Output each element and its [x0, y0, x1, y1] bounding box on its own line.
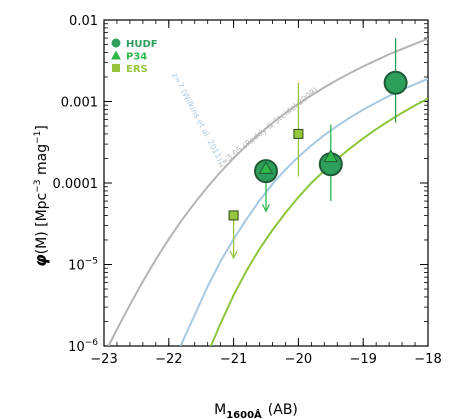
y-tick-label-exponent: −5 — [85, 257, 98, 267]
x-tick-label: −21 — [220, 352, 247, 367]
x-axis-title-units: (AB) — [268, 402, 298, 418]
x-axis-title-main: M — [214, 402, 226, 418]
axis-ticks: −23 −22 −21 −20 −19 −180.010.0010.000110−510−… — [53, 14, 442, 367]
p34-point — [323, 149, 339, 163]
y-tick-label-base: 10 — [68, 259, 85, 274]
y-tick-label: 0.01 — [69, 14, 98, 29]
ers-point — [293, 128, 304, 139]
upper-limit-arrow — [229, 250, 238, 260]
p34-point — [258, 161, 274, 175]
x-axis-title-subscript: 1600Å — [226, 408, 262, 419]
model-curve-1 — [179, 77, 428, 346]
legend-label: HUDF — [126, 39, 158, 50]
y-axis-title-close: ] — [34, 125, 50, 130]
x-tick-label: −23 — [90, 352, 117, 367]
upper-limit-arrow — [261, 203, 271, 213]
x-tick-label: −19 — [349, 352, 376, 367]
y-axis-title-sup2: −1 — [33, 131, 43, 144]
x-tick-label: −22 — [155, 352, 182, 367]
y-tick-label-base: 10 — [68, 340, 85, 355]
curve-label-wilkins: z≈7 (Wilkins et al. 2011) — [170, 72, 224, 163]
x-tick-label: −18 — [414, 352, 441, 367]
legend-label: ERS — [126, 64, 148, 75]
y-axis-title-phi: φ — [31, 254, 50, 267]
legend-marker-hudf — [111, 38, 121, 48]
legend-label: P34 — [126, 52, 147, 63]
y-tick-label: 0.0001 — [53, 177, 99, 192]
y-axis-title-sup1: −3 — [33, 179, 43, 192]
y-tick-label: 10−6 — [68, 338, 98, 355]
legend-marker-p34 — [111, 50, 121, 60]
y-axis-title: φ(M) [Mpc−3 mag−1] — [31, 125, 50, 267]
curve-label-reddy: z≈3.05 (Reddy & Steidel 2009) — [216, 86, 319, 170]
x-tick-label: −20 — [285, 352, 312, 367]
y-tick-label-exponent: −6 — [85, 338, 99, 348]
hudf-point — [383, 70, 408, 95]
model-curve-2 — [210, 97, 428, 346]
y-tick-label: 0.001 — [61, 96, 98, 111]
model-curve-0 — [107, 37, 428, 346]
y-axis-title-mag: mag — [34, 144, 50, 180]
model-curves — [107, 37, 428, 346]
data-points — [228, 38, 408, 260]
legend-marker-ers — [112, 64, 120, 72]
curve-labels: z≈3.05 (Reddy & Steidel 2009)z≈7 (Wilkin… — [170, 72, 319, 170]
y-tick-label: 10−5 — [68, 257, 98, 274]
y-axis-title-body: (M) [Mpc — [34, 193, 50, 255]
x-axis-title: M1600Å (AB) — [214, 402, 298, 419]
ers-point — [228, 210, 239, 221]
